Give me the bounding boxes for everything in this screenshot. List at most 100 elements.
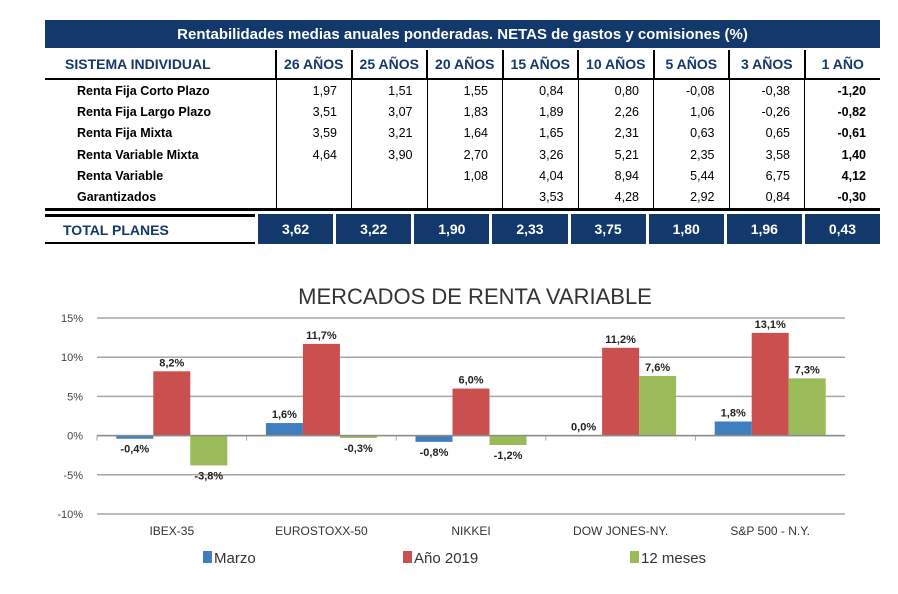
cell: 4,64: [275, 143, 352, 166]
data-label: 11,2%: [605, 334, 636, 346]
data-label: 8,2%: [159, 357, 184, 369]
data-label: 6,0%: [458, 375, 483, 387]
data-label: 0,0%: [571, 422, 596, 434]
data-label: 11,7%: [306, 330, 337, 342]
column-header: 10 AÑOS: [577, 50, 654, 80]
data-label: -0,8%: [420, 447, 449, 459]
cell: 8,94: [577, 165, 654, 187]
y-tick-label: -5%: [63, 470, 83, 482]
y-tick-label: 0%: [67, 431, 83, 443]
cell: [426, 186, 503, 211]
bar: [302, 343, 340, 436]
data-label: 7,3%: [795, 364, 820, 376]
cell: 1,51: [351, 79, 427, 102]
y-tick-label: 5%: [67, 391, 83, 403]
total-row: TOTAL PLANES 3,62 3,22 1,90 2,33 3,75 1,80 1,96…: [45, 214, 880, 244]
bar: [714, 421, 752, 436]
cell: [351, 186, 427, 211]
total-value: 2,33: [492, 214, 568, 244]
column-header: 5 AÑOS: [652, 50, 729, 80]
row-label: Renta Fija Largo Plazo: [77, 104, 212, 119]
cell: -0,82: [804, 101, 880, 123]
cell: 1,64: [426, 122, 503, 144]
cell: [275, 186, 352, 211]
category-label: DOW JONES-NY.: [573, 524, 668, 538]
cell: 5,44: [653, 165, 729, 187]
legend-swatch: [203, 551, 212, 563]
cell: 1,06: [653, 101, 729, 123]
cell: 1,08: [426, 165, 503, 187]
bar: [788, 378, 826, 436]
total-value: 3,22: [336, 214, 412, 244]
cell: 3,58: [728, 143, 805, 166]
legend-label: 12 meses: [641, 550, 706, 567]
total-value: 1,96: [726, 214, 802, 244]
total-value: 1,90: [414, 214, 490, 244]
column-header: SISTEMA INDIVIDUAL: [45, 50, 276, 80]
cell: -0,30: [804, 186, 880, 211]
y-tick-label: 15%: [61, 313, 83, 325]
row-label: Renta Fija Mixta: [77, 126, 173, 141]
cell: -0,08: [653, 79, 729, 102]
data-label: -0,3%: [344, 443, 373, 455]
bar: [116, 435, 154, 439]
bar: [751, 332, 789, 436]
bar: [415, 435, 453, 442]
table-row: Renta Fija Largo Plazo 3,51 3,07 1,83 1,89 2,…: [45, 101, 880, 123]
column-header: 26 AÑOS: [275, 50, 352, 80]
bar: [489, 435, 527, 446]
cell: -0,26: [728, 101, 805, 123]
y-tick-label: 10%: [61, 352, 83, 364]
data-label: -1,2%: [494, 450, 523, 462]
cell: 0,65: [728, 122, 805, 144]
cell: 2,35: [653, 143, 729, 166]
cell: 3,26: [502, 143, 578, 166]
table-title: Rentabilidades medias anuales ponderadas…: [45, 20, 880, 48]
category-label: IBEX-35: [149, 524, 194, 538]
cell: 3,07: [351, 101, 427, 123]
cell: 1,97: [275, 79, 352, 102]
bar: [153, 371, 191, 436]
cell: 3,51: [275, 101, 352, 123]
cell: 0,63: [653, 122, 729, 144]
bar: [639, 376, 677, 436]
bar-chart: MERCADOS DE RENTA VARIABLE 15% 10% 5% 0% -5% -…: [57, 284, 845, 567]
cell: 1,83: [426, 101, 503, 123]
data-label: 13,1%: [755, 319, 786, 331]
total-value: 3,75: [570, 214, 646, 244]
total-value: 3,62: [258, 214, 334, 244]
cell: 2,92: [653, 186, 729, 211]
column-header: 20 AÑOS: [426, 50, 503, 80]
total-value: 1,80: [648, 214, 724, 244]
legend-swatch: [630, 551, 639, 563]
bar: [602, 347, 640, 436]
column-header: 15 AÑOS: [501, 50, 578, 80]
cell: 3,90: [351, 143, 427, 166]
total-label: TOTAL PLANES: [45, 214, 255, 244]
cell: 3,59: [275, 122, 352, 144]
cell: 4,04: [502, 165, 578, 187]
cell: -1,20: [804, 79, 880, 102]
cell: 3,21: [351, 122, 427, 144]
table-row: Renta Fija Corto Plazo 1,97 1,51 1,55 0,84 0,…: [45, 79, 880, 102]
cell: 2,70: [426, 143, 503, 166]
row-label: Renta Fija Corto Plazo: [77, 83, 210, 98]
cell: 0,84: [728, 186, 805, 211]
cell: 1,55: [426, 79, 503, 102]
category-label: S&P 500 - N.Y.: [730, 524, 810, 538]
table-row: Renta Variable Mixta 4,64 3,90 2,70 3,26 5,21…: [45, 143, 880, 166]
cell: 0,80: [577, 79, 654, 102]
data-label: 1,8%: [721, 407, 746, 419]
cell: 5,21: [577, 143, 654, 166]
returns-table: SISTEMA INDIVIDUAL 26 AÑOS 25 AÑOS 20 AÑOS 1…: [45, 50, 880, 211]
cell: 1,89: [502, 101, 578, 123]
cell: 1,65: [502, 122, 578, 144]
legend-label: Año 2019: [414, 550, 478, 567]
bar: [339, 435, 377, 438]
table-row: Renta Variable 1,08 4,04 8,94 5,44 6,75 4,12: [45, 165, 880, 187]
table-row: Renta Fija Mixta 3,59 3,21 1,64 1,65 2,31 0,63…: [45, 122, 880, 144]
cell: 1,40: [804, 143, 880, 166]
column-header: 3 AÑOS: [728, 50, 805, 80]
cell: 2,26: [577, 101, 654, 123]
cell: 0,84: [502, 79, 578, 102]
